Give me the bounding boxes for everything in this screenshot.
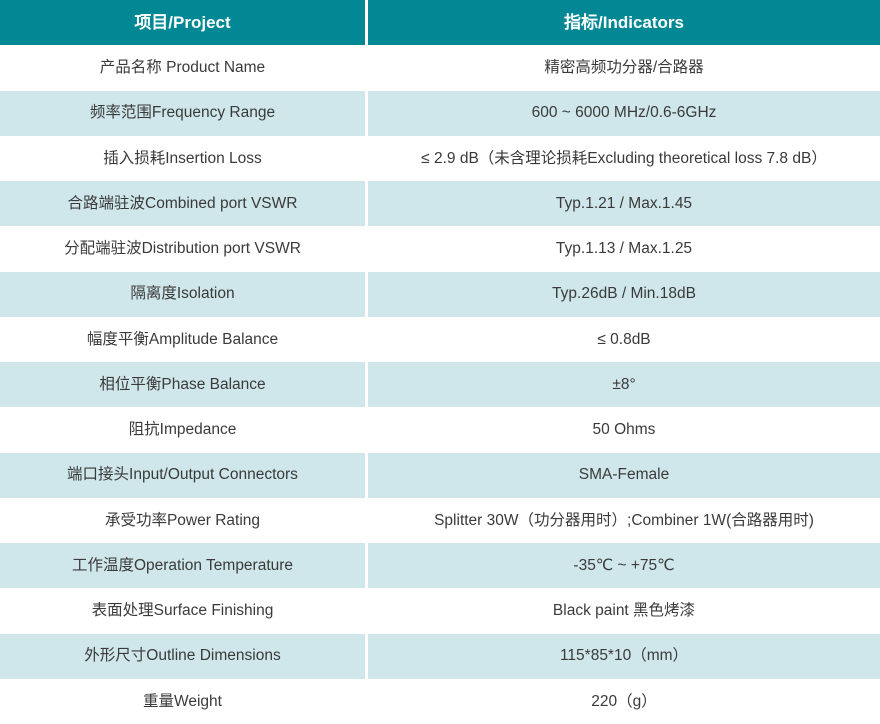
table-row: 表面处理Surface Finishing Black paint 黑色烤漆 (0, 588, 880, 634)
table-row: 分配端驻波Distribution port VSWR Typ.1.13 / M… (0, 226, 880, 272)
project-cell: 频率范围Frequency Range (0, 90, 365, 136)
project-cell: 隔离度Isolation (0, 271, 365, 317)
column-divider (365, 226, 368, 272)
indicator-cell: Typ.1.13 / Max.1.25 (368, 226, 880, 272)
indicator-cell: ≤ 0.8dB (368, 316, 880, 362)
column-divider (365, 90, 368, 136)
table-row: 承受功率Power Rating Splitter 30W（功分器用时）;Com… (0, 497, 880, 543)
project-cell: 分配端驻波Distribution port VSWR (0, 226, 365, 272)
project-cell: 插入损耗Insertion Loss (0, 135, 365, 181)
indicator-cell: ±8° (368, 362, 880, 408)
project-cell: 外形尺寸Outline Dimensions (0, 633, 365, 679)
project-cell: 幅度平衡Amplitude Balance (0, 316, 365, 362)
project-cell: 阻抗Impedance (0, 407, 365, 453)
column-divider (365, 271, 368, 317)
indicator-cell: SMA-Female (368, 452, 880, 498)
header-project: 项目/Project (0, 0, 365, 46)
table-row: 频率范围Frequency Range 600 ~ 6000 MHz/0.6-6… (0, 90, 880, 136)
table-row: 相位平衡Phase Balance ±8° (0, 362, 880, 408)
indicator-cell: 精密高频功分器/合路器 (368, 45, 880, 91)
column-divider (365, 497, 368, 543)
indicator-cell: 220（g） (368, 678, 880, 724)
table-row: 阻抗Impedance 50 Ohms (0, 407, 880, 453)
column-divider (365, 588, 368, 634)
column-divider (365, 452, 368, 498)
table-row: 外形尺寸Outline Dimensions 115*85*10（mm） (0, 633, 880, 679)
indicator-cell: -35℃ ~ +75℃ (368, 543, 880, 589)
column-divider (365, 0, 368, 46)
table-row: 端口接头Input/Output Connectors SMA-Female (0, 452, 880, 498)
column-divider (365, 45, 368, 91)
project-cell: 产品名称 Product Name (0, 45, 365, 91)
table-row: 合路端驻波Combined port VSWR Typ.1.21 / Max.1… (0, 181, 880, 227)
indicator-cell: Typ.26dB / Min.18dB (368, 271, 880, 317)
column-divider (365, 316, 368, 362)
column-divider (365, 678, 368, 724)
project-cell: 端口接头Input/Output Connectors (0, 452, 365, 498)
indicator-cell: 50 Ohms (368, 407, 880, 453)
column-divider (365, 543, 368, 589)
indicator-cell: Splitter 30W（功分器用时）;Combiner 1W(合路器用时) (368, 497, 880, 543)
table-row: 插入损耗Insertion Loss ≤ 2.9 dB（未含理论损耗Exclud… (0, 135, 880, 181)
project-cell: 合路端驻波Combined port VSWR (0, 181, 365, 227)
table-header-row: 项目/Project 指标/Indicators (0, 0, 880, 46)
project-cell: 工作温度Operation Temperature (0, 543, 365, 589)
column-divider (365, 633, 368, 679)
table-row: 幅度平衡Amplitude Balance ≤ 0.8dB (0, 316, 880, 362)
table-row: 产品名称 Product Name 精密高频功分器/合路器 (0, 45, 880, 91)
indicator-cell: Typ.1.21 / Max.1.45 (368, 181, 880, 227)
column-divider (365, 407, 368, 453)
project-cell: 承受功率Power Rating (0, 497, 365, 543)
table-row: 重量Weight 220（g） (0, 678, 880, 724)
table-row: 工作温度Operation Temperature -35℃ ~ +75℃ (0, 543, 880, 589)
indicator-cell: 600 ~ 6000 MHz/0.6-6GHz (368, 90, 880, 136)
column-divider (365, 135, 368, 181)
project-cell: 重量Weight (0, 678, 365, 724)
project-cell: 表面处理Surface Finishing (0, 588, 365, 634)
indicator-cell: 115*85*10（mm） (368, 633, 880, 679)
table-row: 隔离度Isolation Typ.26dB / Min.18dB (0, 271, 880, 317)
indicator-cell: ≤ 2.9 dB（未含理论损耗Excluding theoretical los… (368, 135, 880, 181)
column-divider (365, 181, 368, 227)
indicator-cell: Black paint 黑色烤漆 (368, 588, 880, 634)
column-divider (365, 362, 368, 408)
header-indicators: 指标/Indicators (368, 0, 880, 46)
project-cell: 相位平衡Phase Balance (0, 362, 365, 408)
